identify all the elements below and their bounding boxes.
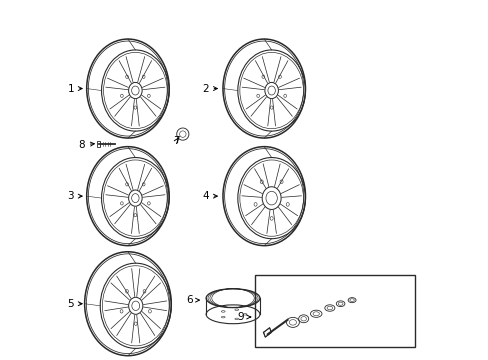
Text: 4: 4 — [202, 191, 217, 201]
Text: 6: 6 — [185, 295, 199, 305]
Text: 7: 7 — [173, 136, 180, 145]
Text: 9: 9 — [237, 312, 250, 322]
Text: 8: 8 — [78, 140, 94, 150]
Text: 2: 2 — [202, 84, 217, 94]
Text: 3: 3 — [67, 191, 82, 201]
Text: 1: 1 — [67, 84, 82, 94]
Text: 5: 5 — [67, 299, 82, 309]
Polygon shape — [263, 328, 271, 337]
